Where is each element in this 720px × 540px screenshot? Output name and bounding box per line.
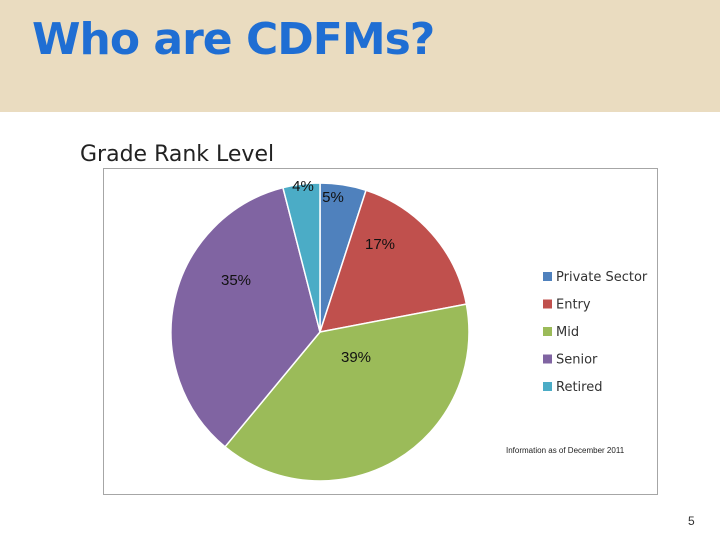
pie-slice-mid [223, 303, 470, 482]
data-label-senior: 35% [221, 272, 251, 289]
legend-label-private-sector: Private Sector [556, 270, 648, 285]
header-band: Who are CDFMs? [0, 0, 720, 112]
chart-annotation: Information as of December 2011 [506, 446, 625, 455]
pie-slice-retired [282, 182, 321, 333]
legend-label-mid: Mid [556, 325, 579, 340]
page-number: 5 [688, 514, 695, 528]
legend-label-senior: Senior [556, 353, 598, 368]
legend-swatch-senior [543, 354, 552, 364]
data-label-private-sector: 5% [322, 189, 344, 206]
chart-title: Grade Rank Level [80, 142, 275, 167]
pie-slice-entry [318, 189, 468, 333]
data-label-mid: 39% [341, 349, 371, 366]
data-label-retired: 4% [292, 178, 314, 195]
slide-title: Who are CDFMs? [32, 14, 435, 65]
legend-label-entry: Entry [556, 298, 591, 313]
pie-slice-senior [170, 186, 321, 448]
legend-swatch-retired [543, 382, 552, 391]
legend-label-retired: Retired [556, 380, 602, 395]
legend-swatch-private-sector [543, 272, 552, 281]
data-label-entry: 17% [365, 236, 395, 253]
legend-swatch-mid [543, 327, 552, 336]
legend-swatch-entry [543, 299, 552, 309]
